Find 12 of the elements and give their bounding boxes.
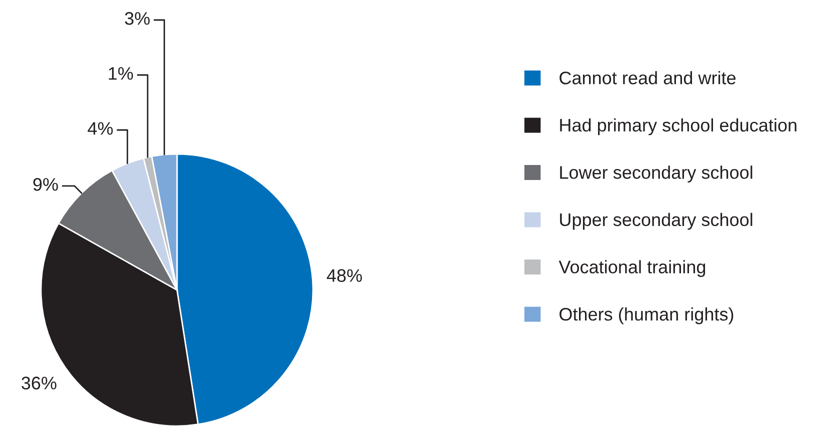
legend-label: Vocational training	[558, 260, 706, 277]
legend-label: Upper secondary school	[560, 212, 752, 230]
data-label: 36%	[22, 376, 56, 390]
legend-label: Had primary school education	[560, 118, 796, 136]
data-label: 9%	[33, 178, 58, 191]
data-label: 1%	[108, 67, 133, 80]
data-label: 4%	[88, 122, 113, 135]
data-label: 3%	[124, 12, 150, 25]
legend-label: Others (human rights)	[560, 307, 734, 324]
legend-label: Cannot read and write	[560, 71, 736, 84]
data-label: 48%	[326, 269, 362, 282]
legend-label: Lower secondary school	[560, 166, 752, 182]
